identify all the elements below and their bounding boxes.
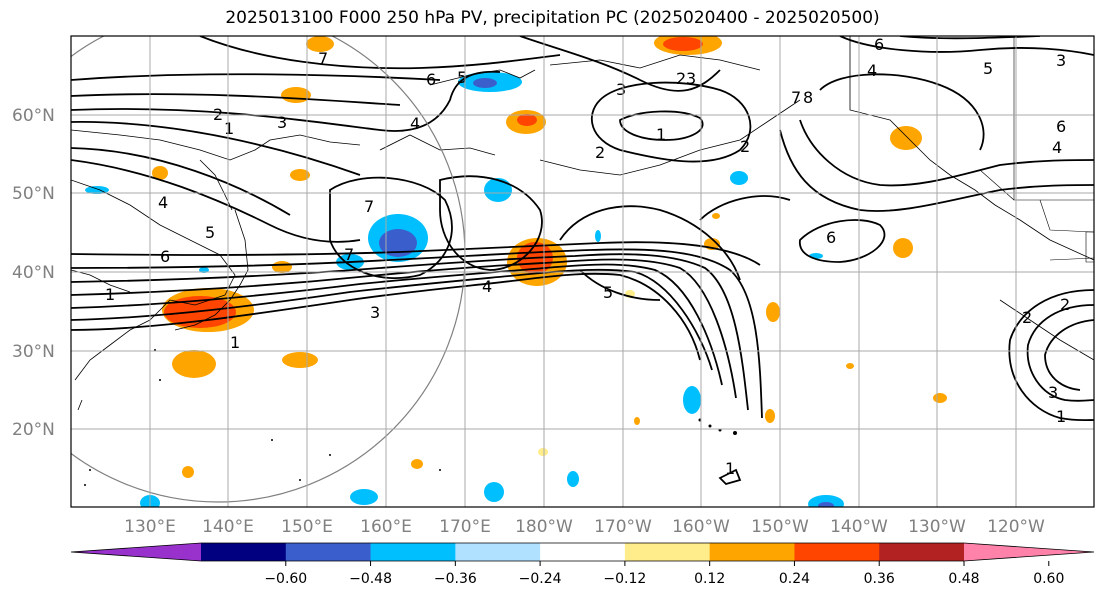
contour-label: 6 [1056, 117, 1066, 136]
colorbar-segment [709, 543, 795, 561]
contour-label: 2 [1060, 295, 1070, 314]
lat-label: 60°N [12, 106, 55, 126]
contour-label: 8 [803, 88, 813, 107]
contour-label: 1 [1056, 407, 1066, 426]
colorbar-tick-label: −0.24 [519, 571, 562, 587]
colorbar-segment [370, 543, 456, 561]
colorbar-segment [624, 543, 711, 561]
map-frame [70, 35, 1095, 508]
lon-label: 130°W [908, 517, 966, 537]
lat-label: 40°N [12, 263, 55, 283]
colorbar-segment [285, 543, 372, 561]
lon-label: 140°W [830, 517, 888, 537]
colorbar-extend-high [964, 543, 1094, 561]
contour-label: 6 [874, 35, 884, 54]
colorbar-tick-label: −0.60 [264, 571, 307, 587]
contour-label: 5 [983, 59, 993, 78]
colorbar-segment [455, 543, 541, 561]
colorbar-tick-label: −0.36 [434, 571, 477, 587]
contour-label: 1 [230, 333, 240, 352]
contour-label: 3 [1048, 383, 1058, 402]
political-borders [979, 36, 1094, 263]
contour-label: 1 [105, 285, 115, 304]
colorbar-tick-label: 0.12 [694, 571, 725, 587]
colorbar-tick-label: 0.60 [1033, 571, 1064, 587]
lat-label: 20°N [12, 420, 55, 440]
lon-label: 140°E [202, 517, 254, 537]
islands [84, 349, 737, 486]
contour-label: 1 [224, 119, 234, 138]
contour-label: 2 [740, 137, 750, 156]
contour-label: 6 [160, 247, 170, 266]
gridlines [71, 36, 1094, 507]
contour-label: 1 [656, 125, 666, 144]
lon-label: 120°W [987, 517, 1045, 537]
colorbar-segment [879, 543, 965, 561]
lon-label: 170°W [594, 517, 652, 537]
colorbar-tick-label: −0.48 [349, 571, 392, 587]
contour-label: 7 [344, 245, 354, 264]
lon-label: 180°W [515, 517, 573, 537]
colorbar-segment [794, 543, 880, 561]
colorbar-segment [201, 543, 287, 561]
contour-label: 3 [370, 303, 380, 322]
contour-label: 7 [364, 197, 374, 216]
colorbar-segment [540, 543, 626, 561]
lon-label: 150°E [281, 517, 333, 537]
contour-label: 4 [158, 193, 168, 212]
colorbar: −0.60 −0.48 −0.36 −0.24 −0.12 0.12 0.24 0.36 0.4… [70, 542, 1095, 587]
colorbar-tick-label: 0.24 [779, 571, 810, 587]
contour-label: 4 [867, 61, 877, 80]
colorbar-outline [70, 542, 1095, 562]
contour-label: 3 [616, 80, 626, 99]
contour-label: 5 [603, 283, 613, 302]
colorbar-tick-label: 0.36 [864, 571, 895, 587]
lat-label: 30°N [12, 342, 55, 362]
colorbar-tick-label: −0.12 [603, 571, 646, 587]
contour-labels: 7 6 5 4 3 2 1 2 3 4 5 6 7 1 2 3 4 5 6 7 … [105, 35, 1070, 478]
contour-label: 7 [791, 88, 801, 107]
contour-label: 5 [205, 223, 215, 242]
contour-label: 5 [457, 68, 467, 87]
contour-label: 2 [1022, 308, 1032, 327]
contour-label: 3 [686, 69, 696, 88]
coastlines [71, 36, 1094, 411]
contour-label: 7 [318, 49, 328, 68]
contour-label: 1 [725, 459, 735, 478]
contour-label: 4 [410, 114, 420, 133]
contour-label: 6 [426, 70, 436, 89]
contour-label: 4 [482, 277, 492, 296]
lon-label: 160°W [672, 517, 730, 537]
lat-label: 50°N [12, 184, 55, 204]
longitude-labels: 130°E 140°E 150°E 160°E 170°E 180°W 170°… [124, 517, 1045, 537]
lon-label: 130°E [124, 517, 176, 537]
colorbar-tick-label: 0.48 [948, 571, 979, 587]
lon-label: 160°E [360, 517, 412, 537]
contour-label: 3 [1056, 51, 1066, 70]
colorbar-extend-low [71, 543, 201, 561]
lon-label: 170°E [439, 517, 491, 537]
contour-label: 2 [595, 143, 605, 162]
pv-contours [71, 36, 1094, 486]
contour-label: 6 [826, 228, 836, 247]
plot-title: 2025013100 F000 250 hPa PV, precipitatio… [225, 8, 880, 28]
lon-label: 150°W [751, 517, 809, 537]
contour-label: 2 [676, 69, 686, 88]
latitude-labels: 60°N 50°N 40°N 30°N 20°N [12, 106, 55, 440]
contour-label: 4 [1052, 138, 1062, 157]
contour-label: 3 [277, 113, 287, 132]
